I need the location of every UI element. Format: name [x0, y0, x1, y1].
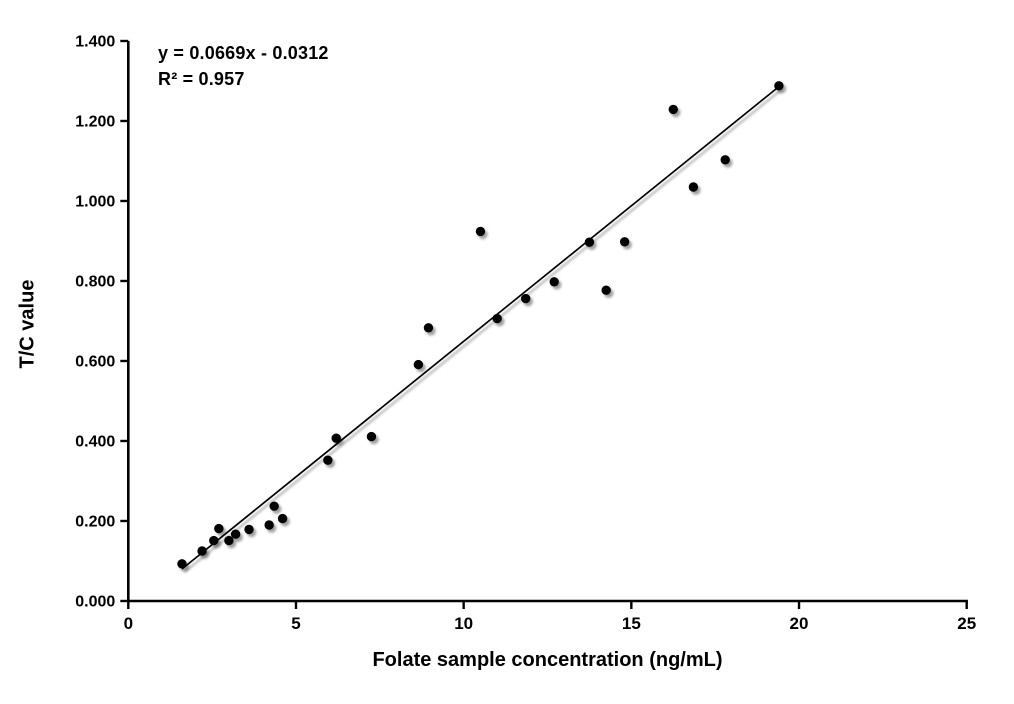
data-point [413, 359, 424, 370]
y-tick-label: 0.800 [75, 274, 115, 291]
y-axis: 0.000 0.200 0.400 0.600 0.800 1.000 1.200 1.400 [75, 34, 130, 611]
data-point [323, 455, 333, 465]
y-tick-label: 1.200 [75, 114, 115, 131]
data-point [521, 293, 531, 304]
data-point [177, 559, 187, 569]
x-tick-label: 20 [790, 614, 809, 633]
data-point [277, 513, 288, 524]
data-point [197, 546, 207, 556]
data-point [549, 277, 559, 287]
data-point [774, 81, 784, 91]
y-tick-label: 0.000 [75, 594, 115, 611]
x-axis: 0 5 10 15 20 25 [124, 599, 976, 633]
r-squared-text: R² = 0.957 [158, 69, 245, 89]
data-point [492, 313, 502, 324]
data-point [720, 155, 730, 165]
data-point [475, 226, 486, 237]
y-tick-label: 1.000 [75, 194, 115, 211]
data-point [668, 104, 678, 115]
data-point [619, 237, 630, 247]
x-axis-title: Folate sample concentration (ng/mL) [372, 649, 723, 671]
data-point [209, 535, 219, 546]
data-points [177, 81, 784, 569]
data-point [331, 433, 341, 443]
y-tick-label: 1.400 [75, 34, 115, 51]
x-tick-label: 15 [622, 614, 641, 633]
data-point [269, 501, 279, 511]
x-tick-label: 25 [957, 614, 976, 633]
data-point [688, 182, 699, 192]
x-tick-label: 0 [124, 614, 133, 633]
data-point [264, 520, 274, 530]
y-tick-label: 0.400 [75, 434, 115, 451]
y-axis-title: T/C value [16, 279, 39, 369]
trend-line-segment [181, 85, 780, 570]
y-tick-label: 0.600 [75, 354, 115, 371]
data-point [214, 523, 224, 534]
data-point [224, 535, 234, 546]
data-point [584, 237, 595, 247]
data-point [423, 323, 434, 333]
trend-line [181, 85, 780, 570]
equation-annotation: y = 0.0669x - 0.0312 R² = 0.957 [158, 40, 329, 92]
data-point [366, 431, 377, 442]
x-tick-label: 10 [454, 614, 473, 633]
y-tick-label: 0.200 [75, 514, 115, 531]
x-tick-label: 5 [291, 614, 300, 633]
data-point [230, 529, 241, 539]
data-point [244, 524, 254, 535]
equation-text: y = 0.0669x - 0.0312 [158, 43, 329, 63]
data-point [601, 285, 611, 295]
